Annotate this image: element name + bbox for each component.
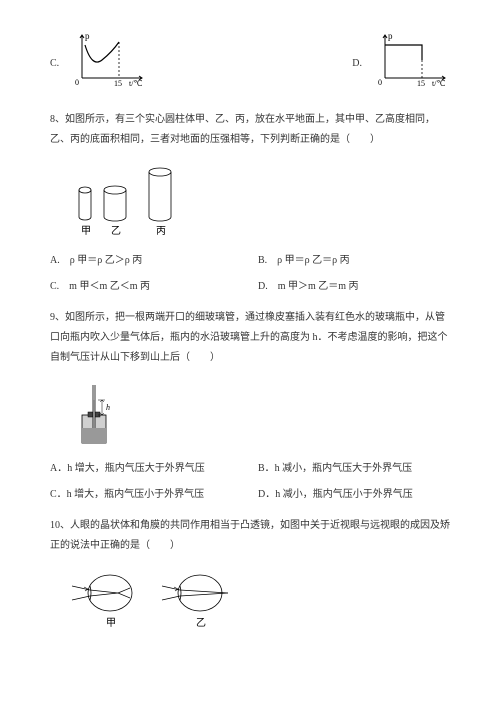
q9-optC: C．h 增大，瓶内气压小于外界气压 (50, 486, 242, 504)
graph-d-xtick: 15 (417, 79, 425, 88)
graph-d-xaxis: t/℃ (432, 79, 445, 88)
graph-c-chart: p 0 15 t/℃ (67, 30, 147, 90)
cyl-label-2: 乙 (111, 225, 121, 237)
q10-text: 10、人眼的晶状体和角膜的共同作用相当于凸透镜，如图中关于近视眼与远视眼的成因及… (50, 516, 450, 556)
graph-row: C. p 0 15 t/℃ D. p 0 15 t/℃ (50, 30, 450, 90)
q9-optB: B．h 减小，瓶内气压大于外界气压 (258, 460, 450, 478)
eye-label-2: 乙 (196, 617, 206, 629)
q8-optA: A. ρ 甲＝ρ 乙＞ρ 丙 (50, 252, 242, 270)
q9-figure: h (70, 380, 450, 450)
cylinders-diagram: 甲 乙 丙 (70, 162, 200, 242)
graph-c-container: C. p 0 15 t/℃ (50, 30, 147, 90)
graph-c-xtick: 15 (114, 79, 122, 88)
q8-optD: D. m 甲＞m 乙＝m 丙 (258, 278, 450, 296)
h-label: h (106, 403, 110, 412)
graph-c-xaxis: t/℃ (129, 79, 142, 88)
q8-options-2: C. m 甲＜m 乙＜m 丙 D. m 甲＞m 乙＝m 丙 (50, 278, 450, 296)
q8-text: 8、如图所示，有三个实心圆柱体甲、乙、丙，放在水平地面上，其中甲、乙高度相同，乙… (50, 110, 450, 150)
barometer-diagram: h (70, 380, 120, 450)
q10-figure: 甲 乙 (70, 568, 450, 638)
graph-d-container: D. p 0 15 t/℃ (352, 30, 450, 90)
q8-optC: C. m 甲＜m 乙＜m 丙 (50, 278, 242, 296)
graph-d-label: D. (352, 55, 362, 73)
q9-options-1: A．h 增大，瓶内气压大于外界气压 B．h 减小，瓶内气压大于外界气压 (50, 460, 450, 478)
q8-options-1: A. ρ 甲＝ρ 乙＞ρ 丙 B. ρ 甲＝ρ 乙＝ρ 丙 (50, 252, 450, 270)
graph-c-yaxis: p (85, 31, 90, 41)
q9-text: 9、如图所示，把一根两端开口的细玻璃管，通过橡皮塞插入装有红色水的玻璃瓶中，从管… (50, 308, 450, 368)
q8-figure: 甲 乙 丙 (70, 162, 450, 242)
graph-c-origin: 0 (75, 78, 79, 87)
eye-label-1: 甲 (106, 618, 116, 629)
graph-d-yaxis: p (388, 31, 393, 41)
graph-d-origin: 0 (378, 78, 382, 87)
q9-optD: D．h 减小，瓶内气压小于外界气压 (258, 486, 450, 504)
cyl-label-1: 甲 (81, 226, 91, 237)
q8-optB: B. ρ 甲＝ρ 乙＝ρ 丙 (258, 252, 450, 270)
q9-optA: A．h 增大，瓶内气压大于外界气压 (50, 460, 242, 478)
cyl-label-3: 丙 (156, 226, 166, 237)
eyes-diagram: 甲 乙 (70, 568, 250, 638)
graph-d-chart: p 0 15 t/℃ (370, 30, 450, 90)
graph-c-label: C. (50, 55, 59, 73)
q9-options-2: C．h 增大，瓶内气压小于外界气压 D．h 减小，瓶内气压小于外界气压 (50, 486, 450, 504)
